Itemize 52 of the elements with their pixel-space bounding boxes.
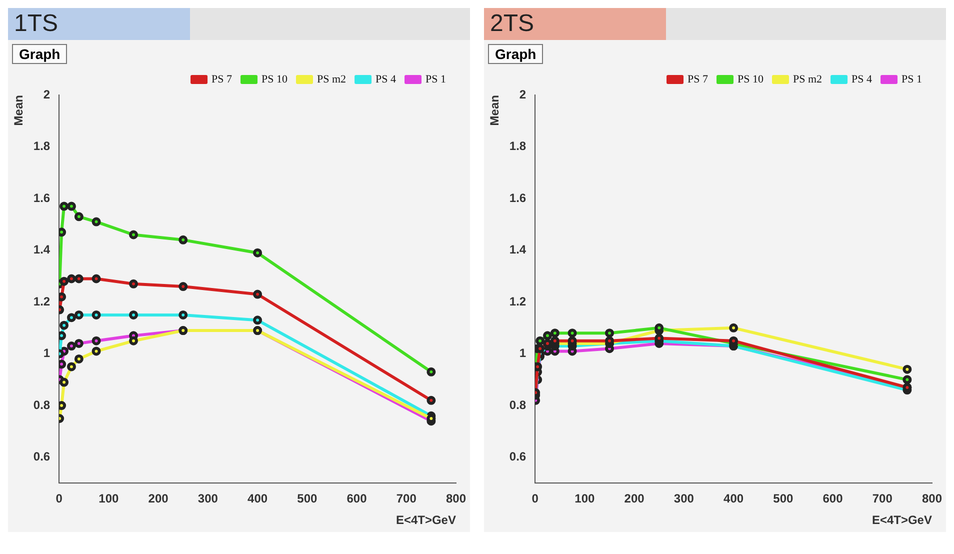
y-tick-label: 1.6 [509,190,526,205]
y-tick-label: 0.6 [33,450,50,464]
y-tick-label: 1 [519,346,526,360]
x-tick-label: 100 [574,492,596,506]
y-tick-label: 0.6 [509,450,526,464]
x-axis-title: E<4T>GeV [396,513,456,528]
x-tick-label: 800 [446,492,466,506]
y-tick-label: 1.4 [33,242,50,257]
y-axis-title: Mean [12,95,26,126]
legend-label: PS 1 [426,73,446,86]
y-tick-label: 1.2 [509,294,526,308]
y-tick-label: 1 [43,346,50,360]
y-tick-label: 1.2 [33,294,50,308]
x-tick-label: 400 [724,492,744,506]
y-tick-label: 0.8 [509,398,526,412]
x-tick-label: 0 [56,492,63,506]
legend-label: PS m2 [792,73,822,86]
y-tick-label: 1.8 [509,139,526,154]
x-tick-label: 600 [346,492,368,506]
x-tick-label: 0 [532,492,539,506]
legend-label: PS 1 [902,73,922,86]
chart-subtitle: Graph [12,44,68,64]
x-axis-title: E<4T>GeV [872,513,932,528]
x-tick-label: 300 [674,492,694,506]
x-tick-label: 400 [248,492,268,506]
chart-title: 2TS [484,8,666,40]
legend-label: PS 4 [852,73,873,86]
y-tick-label: 1.4 [509,242,526,257]
x-tick-label: 200 [624,492,645,506]
legend-label: PS 4 [376,73,397,86]
x-tick-label: 600 [822,492,844,506]
legend-label: PS 10 [262,73,288,86]
legend-label: PS m2 [316,73,346,86]
x-tick-label: 800 [922,492,942,506]
x-tick-label: 300 [198,492,218,506]
y-tick-label: 0.8 [33,398,50,412]
y-tick-label: 1.8 [33,139,50,154]
x-tick-label: 200 [148,492,169,506]
y-axis-title: Mean [488,95,502,126]
x-tick-label: 500 [297,492,318,506]
y-tick-label: 2 [519,87,526,102]
x-tick-label: 700 [872,492,893,506]
legend-label: PS 7 [688,73,708,86]
y-tick-label: 1.6 [33,190,50,205]
legend-label: PS 10 [738,73,764,86]
chart-title: 1TS [8,8,190,40]
x-tick-label: 700 [396,492,417,506]
x-tick-label: 500 [773,492,794,506]
chart-subtitle: Graph [488,44,544,64]
y-tick-label: 2 [43,87,50,102]
x-tick-label: 100 [98,492,120,506]
legend-label: PS 7 [212,73,232,86]
